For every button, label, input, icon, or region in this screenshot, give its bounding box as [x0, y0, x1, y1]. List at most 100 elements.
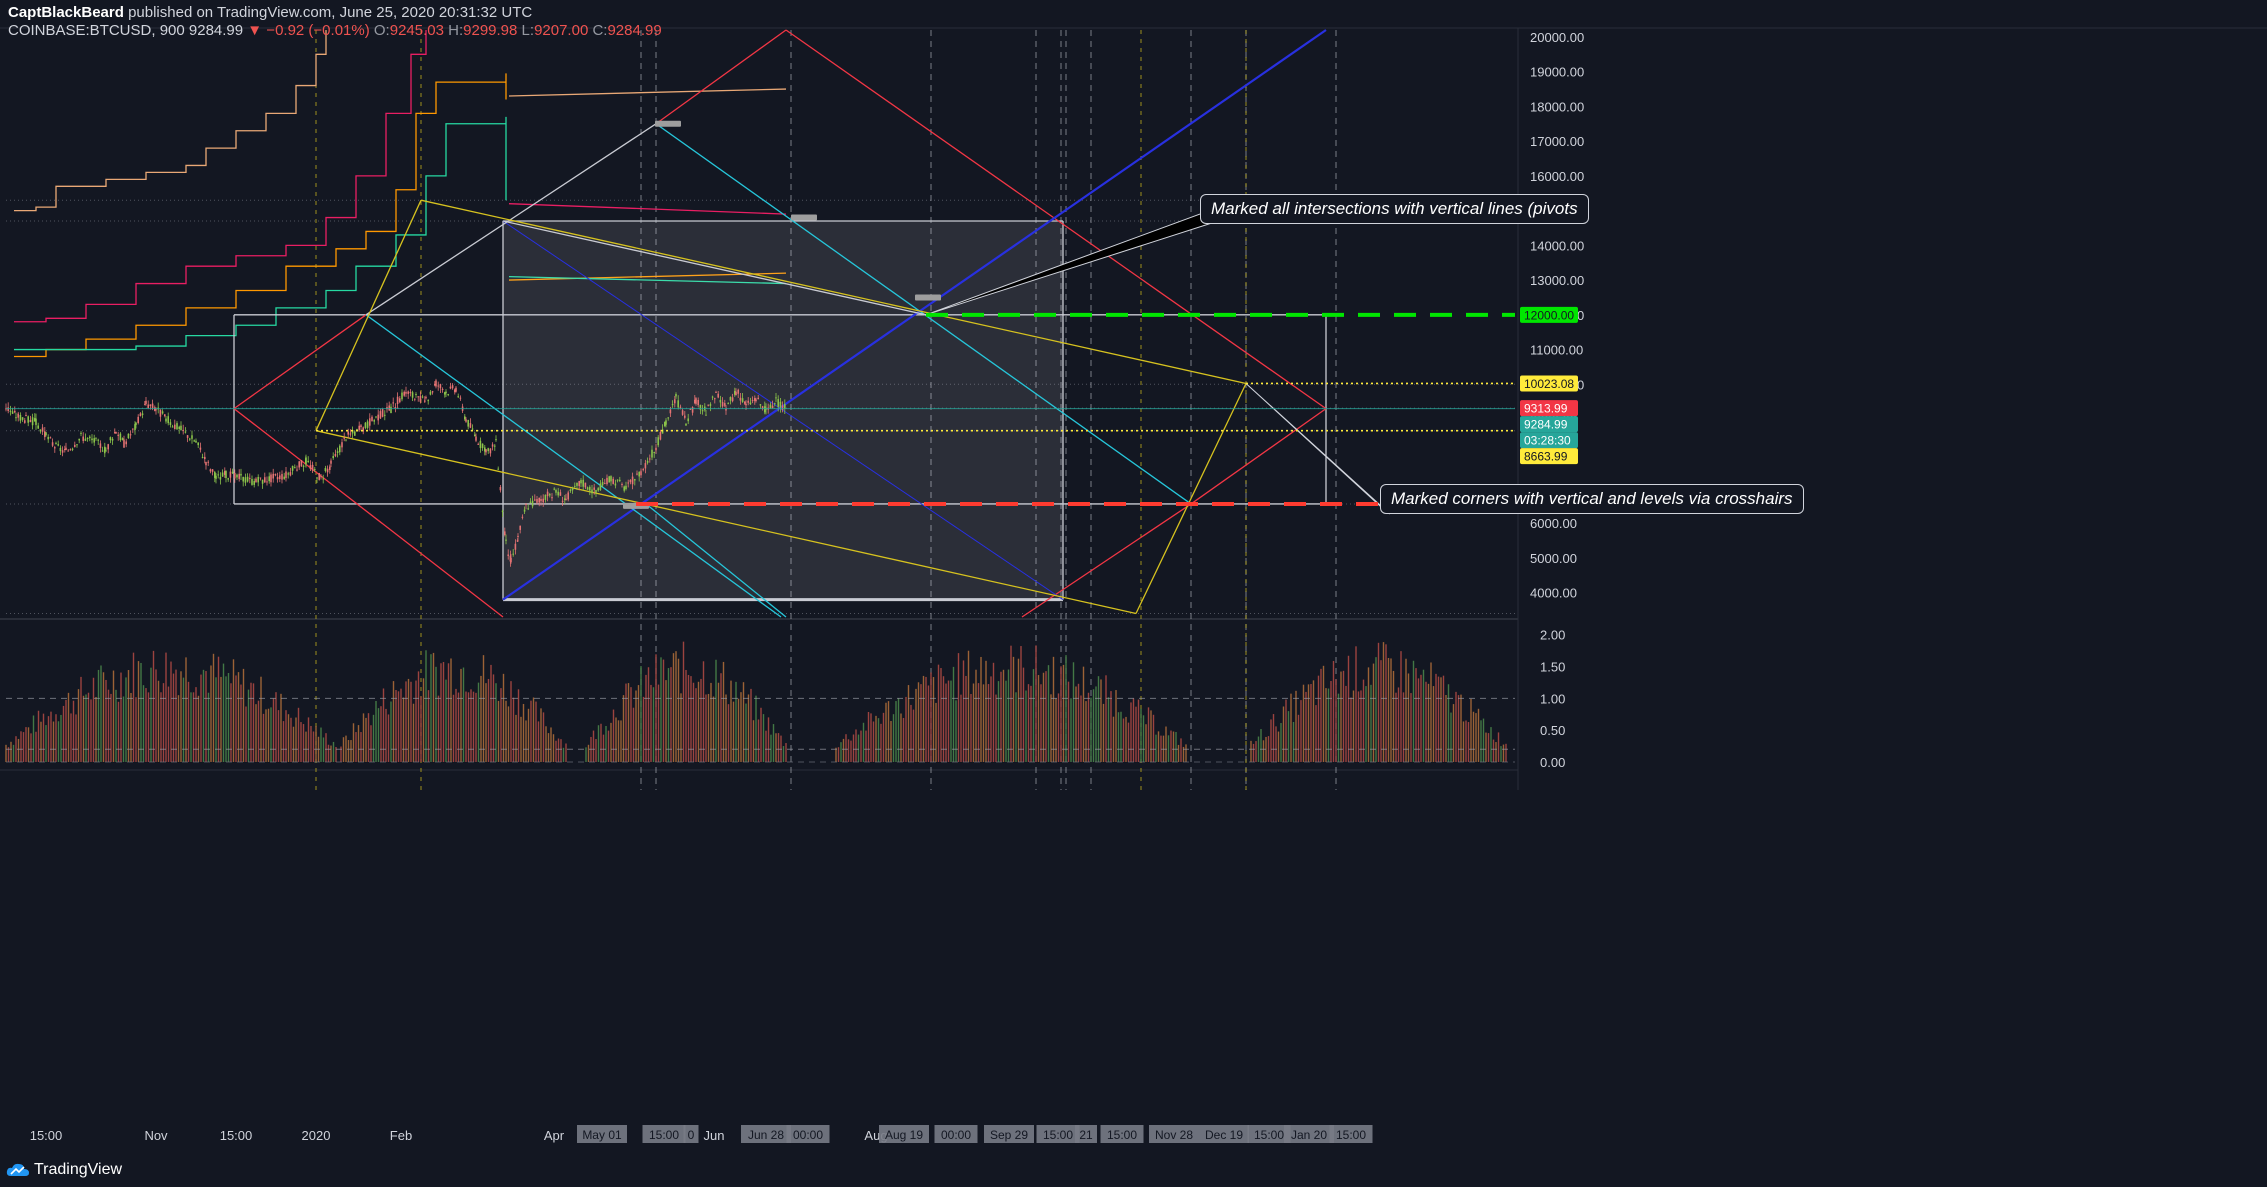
- annotation-callout-corners[interactable]: Marked corners with vertical and levels …: [1380, 484, 1804, 514]
- candle-body: [289, 472, 292, 476]
- candle-body: [251, 479, 253, 485]
- candle-body: [685, 423, 687, 426]
- candle-body: [667, 417, 669, 419]
- candle-body: [302, 465, 305, 467]
- y-tick-label: 16000.00: [1530, 169, 1584, 184]
- time-label-bg: [984, 1125, 1034, 1143]
- price-tag-label: 10023.08: [1524, 377, 1574, 391]
- open-value: 9245.03: [389, 22, 444, 39]
- candle-body: [759, 404, 762, 406]
- candle-body: [727, 403, 729, 405]
- candle-body: [606, 477, 608, 485]
- candle-body: [735, 391, 737, 396]
- candle-body: [189, 438, 191, 440]
- time-label-bg: [1036, 1125, 1080, 1143]
- candle-body: [358, 425, 360, 430]
- time-label-bg: [1247, 1125, 1291, 1143]
- candle-body: [659, 432, 662, 440]
- time-label: 15:00: [649, 1128, 679, 1142]
- candle-body: [199, 447, 202, 450]
- candle-body: [764, 406, 766, 413]
- candle-body: [640, 471, 642, 476]
- y-tick-label: 17000.00: [1530, 134, 1584, 149]
- annotation-callout-pivots[interactable]: Marked all intersections with vertical l…: [1200, 194, 1589, 224]
- candle-body: [407, 391, 409, 394]
- y-tick-label: 18000.00: [1530, 99, 1584, 114]
- candle-body: [369, 418, 371, 426]
- candle-body: [449, 386, 452, 389]
- candle-body: [7, 407, 9, 411]
- candle-body: [636, 473, 638, 475]
- candle-body: [679, 406, 682, 408]
- symbol-name[interactable]: COINBASE:BTCUSD, 900: [8, 22, 185, 39]
- candle-body: [417, 396, 419, 398]
- y-tick-label: 11000.00: [1530, 343, 1583, 358]
- candle-body: [244, 477, 247, 483]
- time-label: May 01: [582, 1128, 622, 1142]
- candle-body: [191, 435, 193, 439]
- candle-body: [755, 399, 757, 402]
- candle-body: [225, 471, 227, 479]
- candle-body: [569, 489, 572, 491]
- pivot-marker-0: [655, 120, 681, 127]
- candle-body: [681, 410, 684, 415]
- candle-body: [429, 391, 432, 395]
- candle-body: [671, 404, 674, 406]
- candle-body: [737, 389, 739, 394]
- price-tag-bg-5: [1520, 448, 1578, 465]
- candle-body: [41, 427, 44, 432]
- candle-body: [531, 500, 534, 507]
- candle-body: [178, 426, 180, 430]
- candle-body: [445, 391, 447, 394]
- candle-body: [107, 444, 109, 450]
- candle-body: [322, 478, 324, 480]
- candle-body: [215, 475, 217, 479]
- candle-body: [219, 477, 222, 480]
- candle-body: [21, 417, 24, 420]
- candle-body: [259, 477, 262, 479]
- candle-body: [318, 473, 320, 480]
- time-label-bg: [879, 1125, 929, 1143]
- candle-body: [264, 477, 266, 483]
- candle-body: [57, 444, 59, 446]
- candle-body: [457, 396, 459, 398]
- candle-body: [279, 475, 281, 480]
- x-tick-label: 2020: [302, 1128, 331, 1143]
- price-change: ▼ −0.92 (−0.01%): [247, 22, 370, 39]
- candle-body: [761, 406, 764, 410]
- candle-body: [477, 443, 479, 445]
- candle-body: [47, 436, 49, 440]
- candle-body: [687, 418, 689, 422]
- candle-body: [234, 472, 236, 479]
- candle-body: [505, 539, 507, 541]
- candle-body: [91, 438, 93, 441]
- candle-body: [59, 447, 62, 452]
- time-label: 00:00: [941, 1128, 971, 1142]
- price-candles: [5, 378, 786, 567]
- candle-body: [161, 411, 164, 414]
- candle-body: [330, 460, 332, 464]
- overlay-line-1: [14, 30, 427, 323]
- publisher-name[interactable]: CaptBlackBeard: [8, 4, 124, 21]
- candle-body: [231, 471, 234, 474]
- tradingview-logo[interactable]: TradingView: [6, 1159, 122, 1181]
- candle-body: [360, 425, 362, 428]
- candle-body: [78, 438, 80, 441]
- x-tick-label: 15:00: [220, 1128, 253, 1143]
- candle-body: [421, 396, 424, 398]
- candle-body: [17, 413, 19, 418]
- candle-body: [437, 385, 439, 387]
- candle-body: [576, 482, 578, 486]
- candle-body: [634, 479, 636, 481]
- candle-body: [489, 448, 492, 454]
- candle-body: [517, 535, 519, 538]
- y-tick-label: 5000.00: [1530, 551, 1577, 566]
- candle-body: [37, 425, 39, 429]
- candle-body: [242, 476, 244, 482]
- candle-body: [427, 400, 429, 402]
- candle-body: [474, 434, 476, 437]
- candle-body: [729, 397, 732, 401]
- time-label: 15:00: [1254, 1128, 1284, 1142]
- candle-body: [619, 479, 621, 481]
